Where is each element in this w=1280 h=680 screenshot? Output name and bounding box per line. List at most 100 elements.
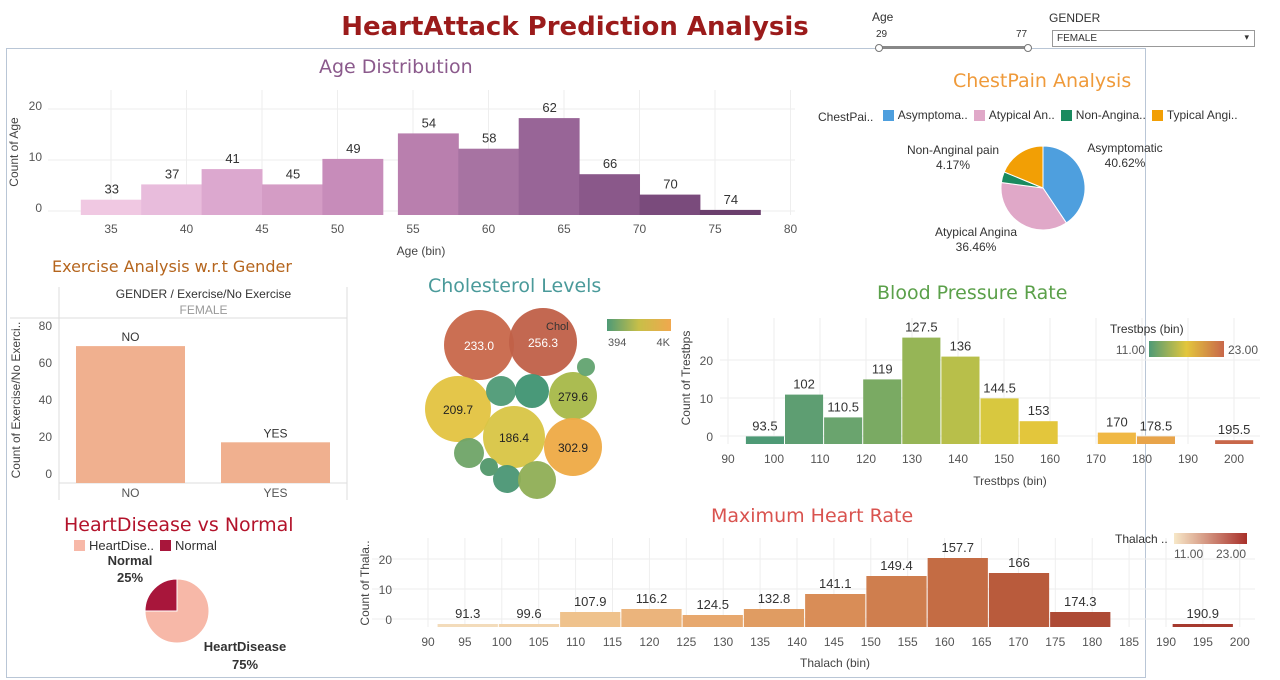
exercise-bar [221, 442, 330, 483]
legend-swatch [973, 109, 985, 121]
bp-x-tick: 180 [1132, 452, 1152, 466]
legend-swatch [1060, 109, 1072, 121]
chestpain-slice [1003, 145, 1044, 189]
cholesterol-bubble [544, 418, 602, 476]
cholesterol-bubble [425, 376, 491, 442]
age-bar-label: 49 [346, 141, 360, 156]
chestpain-legend-item[interactable]: Asymptoma.. [882, 108, 968, 122]
cholesterol-bubble-label: 256.3 [528, 336, 558, 350]
hr-bar [927, 558, 988, 627]
age-bar-label: 62 [542, 100, 556, 115]
chestpain-slice-pct: 36.46% [956, 240, 997, 254]
heartdisease-chart-title: HeartDisease vs Normal [64, 514, 294, 536]
bp-y-axis-label: Count of Trestbps [679, 331, 693, 426]
age-bar [639, 194, 701, 215]
age-chart-title: Age Distribution [319, 56, 473, 78]
bp-legend-min: 11.00 [1116, 343, 1145, 357]
bp-x-tick: 160 [1040, 452, 1060, 466]
dashboard-title: HeartAttack Prediction Analysis [341, 12, 809, 42]
bp-x-axis-label: Trestbps (bin) [973, 474, 1047, 488]
age-bar [262, 184, 323, 215]
chestpain-slice-name: Non-Anginal pain [907, 143, 999, 157]
hr-legend-gradient [1174, 533, 1247, 544]
exercise-x-tick: YES [263, 486, 287, 500]
hr-bar-label: 166 [1008, 555, 1030, 570]
chestpain-legend-item[interactable]: Non-Angina.. [1060, 108, 1146, 122]
bp-bar-label: 170 [1106, 415, 1128, 430]
cholesterol-bubble [480, 458, 498, 476]
chestpain-slice-pct: 4.17% [936, 158, 970, 172]
age-filter-label: Age [872, 10, 894, 24]
legend-swatch [160, 540, 172, 551]
cholesterol-bubble [483, 406, 545, 468]
hr-bar [498, 624, 560, 627]
age-bar-label: 66 [603, 156, 617, 171]
cholesterol-bubble [518, 461, 556, 499]
bp-y-tick: 20 [700, 354, 714, 368]
heartdisease-legend-item[interactable]: Normal [160, 538, 217, 553]
bp-bar [824, 417, 863, 444]
age-x-tick: 50 [331, 222, 345, 236]
exercise-y-axis-label: Count of Exercise/No Exerci.. [9, 322, 23, 479]
age-filter-min: 29 [876, 29, 888, 40]
bp-bar [1097, 432, 1136, 444]
bp-x-tick: 200 [1224, 452, 1244, 466]
exercise-y-tick: 40 [39, 393, 53, 407]
cholesterol-bubble-label: 233.0 [464, 339, 494, 353]
bp-bar-label: 178.5 [1140, 418, 1173, 433]
exercise-y-tick: 80 [39, 319, 53, 333]
legend-swatch [74, 540, 85, 551]
bp-x-tick: 140 [948, 452, 968, 466]
cholesterol-bubble [493, 465, 521, 493]
age-slider-max-handle[interactable] [1024, 44, 1032, 52]
exercise-chart-title: Exercise Analysis w.r.t Gender [52, 257, 292, 276]
chestpain-legend-item[interactable]: Atypical An.. [973, 108, 1055, 122]
age-slider-min-handle[interactable] [875, 44, 883, 52]
hr-x-tick: 180 [1082, 635, 1102, 649]
age-x-tick: 65 [557, 222, 571, 236]
age-x-tick: 70 [633, 222, 647, 236]
chestpain-legend-item[interactable]: Typical Angi.. [1151, 108, 1238, 122]
age-x-tick: 75 [708, 222, 722, 236]
age-bar-label: 33 [105, 182, 119, 197]
bp-bar-label: 127.5 [905, 320, 938, 335]
bp-y-tick: 10 [700, 392, 714, 406]
hr-bar-label: 124.5 [696, 597, 729, 612]
age-range-slider[interactable] [878, 46, 1028, 49]
cholesterol-chart-title: Cholesterol Levels [428, 275, 602, 297]
hr-bar-label: 107.9 [574, 594, 607, 609]
age-bar [141, 184, 203, 215]
exercise-subheader: FEMALE [179, 303, 228, 317]
hr-bar [866, 576, 927, 627]
age-y-tick: 20 [29, 99, 43, 113]
age-bar-label: 74 [724, 192, 738, 207]
legend-swatch [1151, 109, 1163, 121]
heartdisease-legend-item[interactable]: HeartDise.. [74, 538, 154, 553]
hr-bar [621, 609, 682, 627]
hr-x-tick: 150 [861, 635, 881, 649]
cholesterol-bubble [509, 308, 577, 376]
bp-x-tick: 90 [721, 452, 735, 466]
hr-bar [560, 612, 621, 627]
hr-x-tick: 195 [1193, 635, 1213, 649]
bp-bar [785, 394, 824, 444]
hr-x-tick: 105 [529, 635, 549, 649]
hr-bar [1172, 624, 1233, 627]
hr-bar [805, 594, 866, 627]
age-x-tick: 55 [406, 222, 420, 236]
bp-bar [980, 398, 1019, 444]
age-bar-label: 45 [286, 166, 300, 181]
age-bar-label: 41 [225, 151, 239, 166]
hr-y-tick: 10 [379, 583, 393, 597]
hr-bar [988, 573, 1050, 627]
age-x-tick: 35 [104, 222, 118, 236]
hr-legend-min: 11.00 [1174, 547, 1203, 561]
hr-y-tick: 0 [385, 613, 392, 627]
chestpain-slice-name: Atypical Angina [935, 225, 1017, 239]
bp-bar [1136, 436, 1175, 444]
hr-x-axis-label: Thalach (bin) [800, 656, 870, 670]
cholesterol-bubble-label: 302.9 [558, 441, 588, 455]
gender-dropdown[interactable]: FEMALE ▾ [1052, 30, 1255, 47]
